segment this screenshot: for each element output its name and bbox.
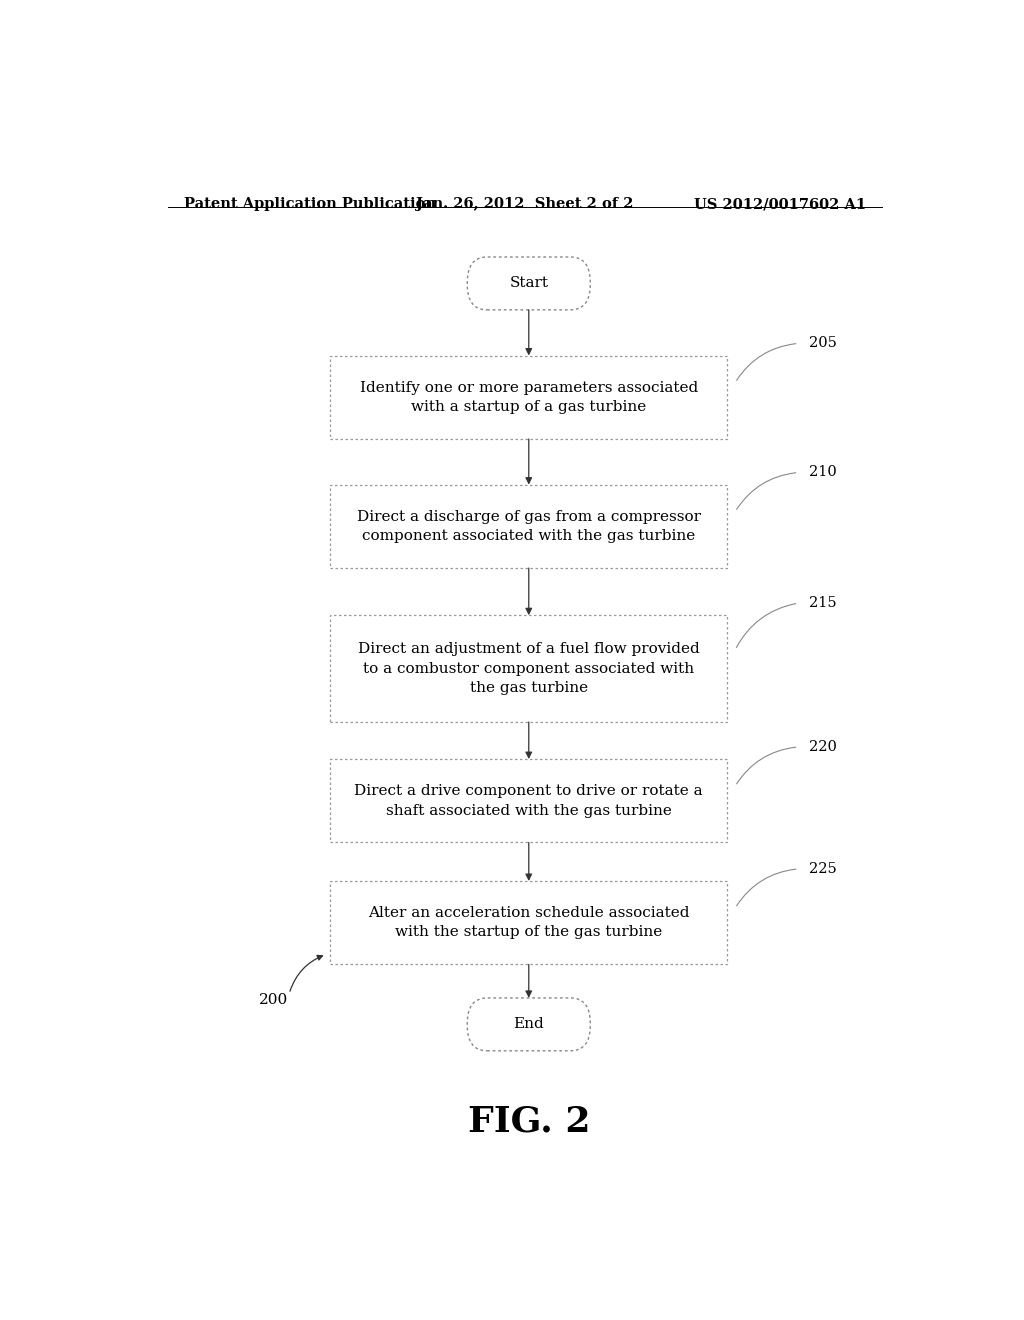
FancyBboxPatch shape xyxy=(331,355,727,440)
Text: 220: 220 xyxy=(809,741,837,754)
FancyBboxPatch shape xyxy=(467,998,590,1051)
Text: 200: 200 xyxy=(259,993,288,1007)
Text: 215: 215 xyxy=(809,597,837,610)
FancyBboxPatch shape xyxy=(331,615,727,722)
Text: Direct a discharge of gas from a compressor
component associated with the gas tu: Direct a discharge of gas from a compres… xyxy=(356,510,700,543)
Text: US 2012/0017602 A1: US 2012/0017602 A1 xyxy=(694,197,866,211)
FancyBboxPatch shape xyxy=(331,484,727,568)
FancyBboxPatch shape xyxy=(467,257,590,310)
Text: 225: 225 xyxy=(809,862,837,876)
Text: Direct a drive component to drive or rotate a
shaft associated with the gas turb: Direct a drive component to drive or rot… xyxy=(354,784,703,817)
Text: 205: 205 xyxy=(809,337,837,350)
Text: Patent Application Publication: Patent Application Publication xyxy=(183,197,435,211)
Text: 210: 210 xyxy=(809,466,837,479)
FancyBboxPatch shape xyxy=(331,880,727,965)
FancyBboxPatch shape xyxy=(331,759,727,842)
Text: Identify one or more parameters associated
with a startup of a gas turbine: Identify one or more parameters associat… xyxy=(359,380,698,414)
Text: Jan. 26, 2012  Sheet 2 of 2: Jan. 26, 2012 Sheet 2 of 2 xyxy=(416,197,634,211)
Text: Start: Start xyxy=(509,276,548,290)
Text: Direct an adjustment of a fuel flow provided
to a combustor component associated: Direct an adjustment of a fuel flow prov… xyxy=(358,642,699,696)
Text: End: End xyxy=(513,1018,544,1031)
Text: Alter an acceleration schedule associated
with the startup of the gas turbine: Alter an acceleration schedule associate… xyxy=(368,906,689,940)
Text: FIG. 2: FIG. 2 xyxy=(468,1105,590,1139)
